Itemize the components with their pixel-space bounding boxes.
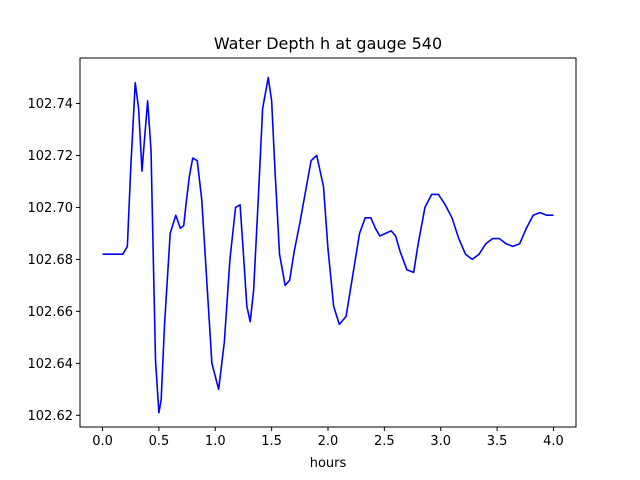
plot-area <box>102 76 554 414</box>
y-tick-label: 102.62 <box>28 409 74 424</box>
x-tick-label: 1.0 <box>205 434 226 449</box>
x-axis: 0.0 0.5 1.0 1.5 2.0 2.5 3.0 3.5 4.0 <box>92 427 564 449</box>
y-axis: 102.62 102.64 102.66 102.68 102.70 102.72 102.… <box>28 97 80 424</box>
x-axis-label: hours <box>310 456 347 471</box>
x-tick-label: 3.0 <box>430 434 451 449</box>
y-tick-label: 102.68 <box>28 253 74 268</box>
y-tick-label: 102.70 <box>28 201 74 216</box>
x-tick-label: 3.5 <box>487 434 508 449</box>
x-tick-label: 4.0 <box>543 434 564 449</box>
x-tick-label: 2.5 <box>374 434 395 449</box>
series-line-0 <box>102 76 554 414</box>
y-tick-label: 102.66 <box>28 305 74 320</box>
y-tick-label: 102.64 <box>28 357 74 372</box>
y-tick-label: 102.74 <box>28 97 74 112</box>
x-tick-label: 0.5 <box>149 434 170 449</box>
x-tick-label: 1.5 <box>261 434 282 449</box>
x-tick-label: 0.0 <box>92 434 113 449</box>
chart-title: Water Depth h at gauge 540 <box>214 34 442 53</box>
x-tick-label: 2.0 <box>318 434 339 449</box>
y-tick-label: 102.72 <box>28 149 74 164</box>
